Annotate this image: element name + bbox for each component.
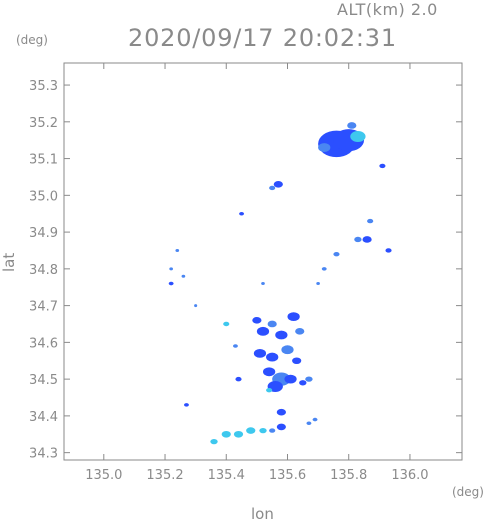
y-tick-label: 35.0: [29, 189, 58, 204]
echo-cell: [333, 251, 340, 257]
echo-cell: [221, 430, 231, 438]
echo-cell: [263, 367, 276, 377]
echo-cell: [367, 218, 374, 224]
echo-cell: [299, 380, 307, 386]
echo-cell: [261, 282, 265, 286]
echo-cell: [169, 267, 173, 271]
echo-cell: [269, 428, 276, 433]
echo-cell: [233, 430, 244, 438]
y-tick-label: 34.8: [29, 263, 58, 278]
echo-cell: [246, 427, 256, 434]
echo-cell: [269, 185, 276, 191]
y-tick-label: 34.3: [29, 447, 58, 462]
x-tick-label: 135.6: [269, 468, 306, 483]
y-tick-label: 35.2: [29, 116, 58, 131]
x-tick-label: 135.4: [208, 468, 245, 483]
plot-frame: [63, 62, 463, 461]
y-tick-label: 34.5: [29, 373, 58, 388]
echo-cell: [259, 427, 267, 434]
x-tick-label: 135.2: [146, 468, 183, 483]
echo-cell: [275, 330, 288, 340]
echo-cell: [239, 211, 245, 216]
echo-cell: [267, 320, 277, 328]
chart-title: 2020/09/17 20:02:31: [128, 24, 397, 52]
echo-cell: [379, 163, 386, 169]
echo-cell: [316, 282, 320, 286]
echo-cell: [321, 267, 327, 271]
echo-cell: [223, 321, 230, 327]
x-axis-unit: (deg): [452, 485, 484, 499]
echo-cell: [266, 387, 273, 393]
x-tick-label: 136.0: [391, 468, 428, 483]
echo-cells: [168, 122, 392, 445]
echo-cell: [292, 357, 302, 365]
echo-cell: [273, 180, 283, 188]
echo-cell: [284, 374, 297, 384]
echo-cell: [281, 345, 294, 355]
echo-cell: [232, 344, 238, 348]
echo-cell: [350, 131, 366, 143]
x-axis-label: lon: [251, 505, 274, 523]
echo-cell: [194, 304, 198, 308]
echo-cell: [168, 281, 174, 286]
echo-cell: [287, 312, 300, 322]
echo-cell: [305, 376, 313, 382]
y-tick-label: 35.1: [29, 153, 58, 168]
echo-cell: [306, 421, 312, 426]
echo-cell: [318, 143, 331, 152]
echo-cell: [354, 236, 362, 243]
x-tick-label: 135.0: [85, 468, 122, 483]
altitude-label: ALT(km) 2.0: [337, 0, 438, 19]
echo-cell: [184, 403, 189, 407]
echo-cell: [385, 248, 392, 253]
echo-cell: [210, 438, 218, 445]
echo-cell: [276, 423, 286, 431]
echo-cell: [276, 408, 286, 416]
echo-cell: [295, 328, 305, 335]
echo-cell: [312, 417, 318, 422]
echo-cell: [347, 122, 357, 129]
y-tick-label: 34.7: [29, 300, 58, 315]
x-tick-label: 135.8: [330, 468, 367, 483]
y-tick-label: 34.4: [29, 410, 58, 425]
echo-cell: [175, 248, 180, 252]
y-tick-label: 35.3: [29, 79, 58, 94]
echo-cell: [181, 274, 186, 278]
y-tick-label: 34.9: [29, 226, 58, 241]
y-axis-unit: (deg): [16, 33, 48, 47]
y-tick-label: 34.6: [29, 336, 58, 351]
echo-cell: [252, 317, 262, 324]
echo-cell: [235, 376, 242, 382]
echo-cell: [362, 236, 372, 243]
echo-cell: [253, 348, 267, 358]
echo-cell: [266, 352, 279, 362]
axis-ticks: 135.0 135.2 135.4 135.6 135.8 136.0 34.3 34.4 34…: [29, 63, 462, 483]
echo-cell: [256, 326, 270, 336]
